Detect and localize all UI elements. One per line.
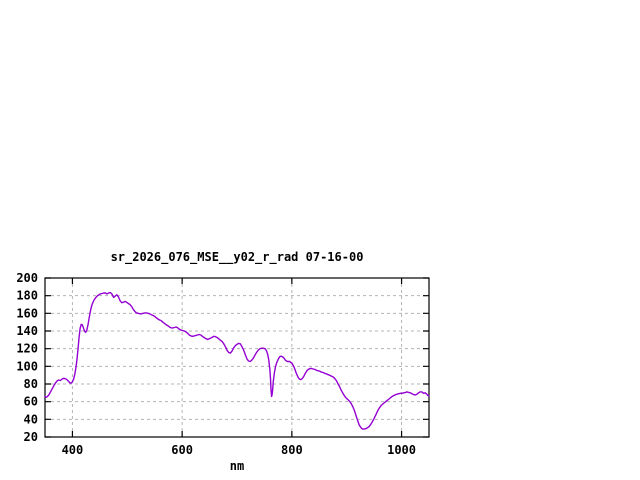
y-tick-label: 160 [16, 306, 38, 320]
grid-lines [45, 278, 429, 437]
y-tick-label: 80 [24, 377, 38, 391]
data-line-series [44, 291, 430, 430]
x-tick-label: 600 [171, 443, 193, 457]
x-tick-label: 400 [62, 443, 84, 457]
y-tick-label: 180 [16, 289, 38, 303]
y-tick-label: 100 [16, 359, 38, 373]
axis-ticks [45, 277, 429, 438]
y-tick-label: 20 [24, 430, 38, 444]
x-axis-label: nm [229, 459, 245, 473]
y-tick-label: 200 [16, 271, 38, 285]
y-tick-label: 140 [16, 324, 38, 338]
chart-title: sr_2026_076_MSE__y02_r_rad 07-16-00 [110, 250, 364, 264]
x-tick-label: 800 [281, 443, 303, 457]
x-tick-label: 1000 [387, 443, 416, 457]
y-tick-label: 40 [24, 412, 38, 426]
y-tick-label: 120 [16, 342, 38, 356]
y-tick-label: 60 [24, 395, 38, 409]
plot-border [44, 277, 430, 438]
